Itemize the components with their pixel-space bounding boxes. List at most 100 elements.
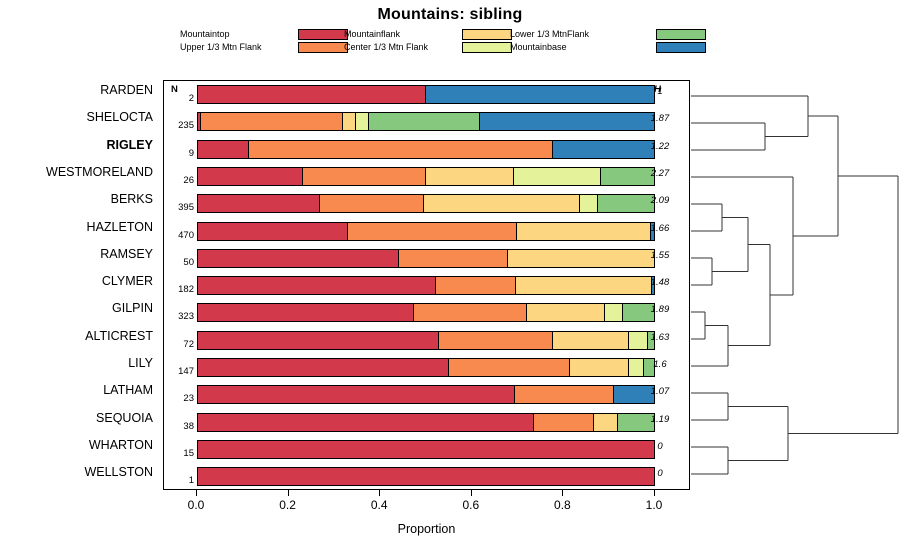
bar-segment[interactable] — [438, 331, 553, 349]
row-h-value: 2.09 — [650, 195, 670, 207]
bar-segment[interactable] — [198, 468, 654, 486]
table-row: 182 1.48 — [164, 274, 691, 301]
legend-label: Mountaintop — [180, 29, 230, 39]
bar-segment[interactable] — [198, 440, 654, 458]
bar-segment[interactable] — [515, 386, 615, 404]
row-h-value: 1.87 — [650, 113, 670, 125]
bar-segment[interactable] — [198, 222, 348, 240]
row-n-value: 50 — [183, 256, 194, 268]
bar-segment[interactable] — [580, 195, 599, 213]
stacked-bar[interactable] — [197, 166, 655, 186]
bar-segment[interactable] — [593, 413, 618, 431]
stacked-bar[interactable] — [197, 303, 655, 323]
row-h-value: 1 — [657, 86, 663, 97]
bar-segment[interactable] — [398, 249, 509, 267]
legend-swatch-mountainflank — [462, 29, 512, 40]
bar-segment[interactable] — [425, 167, 514, 185]
bar-segment[interactable] — [347, 222, 518, 240]
y-axis-label: SHELOCTA — [86, 110, 153, 125]
stacked-bar[interactable] — [197, 112, 655, 132]
stacked-bar[interactable] — [197, 221, 655, 241]
stacked-bar[interactable] — [197, 385, 655, 405]
stacked-bar[interactable] — [197, 276, 655, 296]
bar-segment[interactable] — [198, 140, 249, 158]
bar-segment[interactable] — [198, 386, 516, 404]
bar-segment[interactable] — [618, 413, 654, 431]
bar-segment[interactable] — [651, 277, 654, 295]
legend-label: Mountainflank — [344, 29, 401, 39]
bar-segment[interactable] — [198, 249, 399, 267]
table-row: 470 1.66 — [164, 220, 691, 247]
y-axis-label: RAMSEY — [100, 246, 153, 261]
bar-segment[interactable] — [342, 113, 357, 131]
stacked-bar[interactable] — [197, 248, 655, 268]
bar-segment[interactable] — [614, 386, 654, 404]
table-row: 72 1.63 — [164, 329, 691, 356]
bar-segment[interactable] — [426, 86, 654, 103]
bar-segment[interactable] — [198, 413, 534, 431]
bar-segment[interactable] — [368, 113, 480, 131]
bar-segment[interactable] — [198, 113, 202, 131]
bar-segment[interactable] — [248, 140, 553, 158]
x-axis-tick-label: 1.0 — [645, 498, 663, 512]
legend-label: Upper 1/3 Mtn Flank — [180, 42, 262, 52]
bar-segment[interactable] — [622, 304, 654, 322]
bar-segment[interactable] — [356, 113, 369, 131]
bar-segment[interactable] — [198, 331, 439, 349]
bar-segment[interactable] — [508, 249, 654, 267]
bar-segment[interactable] — [552, 331, 629, 349]
bar-segment[interactable] — [320, 195, 425, 213]
bar-segment[interactable] — [604, 304, 623, 322]
legend-swatch-center-third — [462, 42, 512, 53]
x-axis-title: Proportion — [397, 522, 456, 536]
bar-segment[interactable] — [414, 304, 528, 322]
bar-segment[interactable] — [424, 195, 581, 213]
bar-segment[interactable] — [198, 195, 321, 213]
stacked-bar[interactable] — [197, 85, 655, 104]
bar-segment[interactable] — [552, 140, 654, 158]
bar-segment[interactable] — [527, 304, 605, 322]
bar-segment[interactable] — [198, 277, 437, 295]
bar-segment[interactable] — [479, 113, 654, 131]
row-n-value: 15 — [183, 447, 194, 459]
x-axis-tick — [287, 490, 289, 496]
row-h-value: 1.89 — [650, 304, 670, 316]
row-n-value: 235 — [178, 120, 194, 132]
stacked-bar[interactable] — [197, 139, 655, 159]
stacked-bar[interactable] — [197, 412, 655, 432]
bar-segment[interactable] — [651, 222, 654, 240]
stacked-bar[interactable] — [197, 439, 655, 459]
row-h-value: 1.6 — [653, 359, 667, 370]
table-row: 395 2.09 — [164, 192, 691, 219]
bar-segment[interactable] — [570, 359, 629, 376]
legend-label: Center 1/3 Mtn Flank — [344, 42, 429, 52]
bar-segment[interactable] — [517, 222, 652, 240]
table-row: 23 1.07 — [164, 383, 691, 410]
bar-segment[interactable] — [201, 113, 343, 131]
bar-segment[interactable] — [648, 331, 654, 349]
bar-segment[interactable] — [628, 359, 645, 376]
y-axis-label: CLYMER — [101, 274, 153, 289]
bar-segment[interactable] — [303, 167, 426, 185]
stacked-bar[interactable] — [197, 358, 655, 377]
row-n-value: 26 — [183, 174, 194, 186]
bar-segment[interactable] — [628, 331, 649, 349]
bar-segment[interactable] — [513, 167, 602, 185]
bar-segment[interactable] — [644, 359, 654, 376]
table-row: 26 2.27 — [164, 165, 691, 192]
table-row: 323 1.89 — [164, 301, 691, 328]
bar-segment[interactable] — [533, 413, 594, 431]
bar-segment[interactable] — [598, 195, 654, 213]
stacked-bar[interactable] — [197, 467, 655, 487]
bar-segment[interactable] — [198, 304, 415, 322]
stacked-bar[interactable] — [197, 194, 655, 214]
bar-segment[interactable] — [601, 167, 654, 185]
bar-segment[interactable] — [516, 277, 652, 295]
bar-segment[interactable] — [198, 167, 304, 185]
x-axis-tick — [654, 490, 655, 496]
bar-segment[interactable] — [436, 277, 517, 295]
stacked-bar[interactable] — [197, 330, 655, 350]
bar-segment[interactable] — [198, 359, 450, 376]
bar-segment[interactable] — [449, 359, 571, 376]
bar-segment[interactable] — [198, 86, 426, 103]
